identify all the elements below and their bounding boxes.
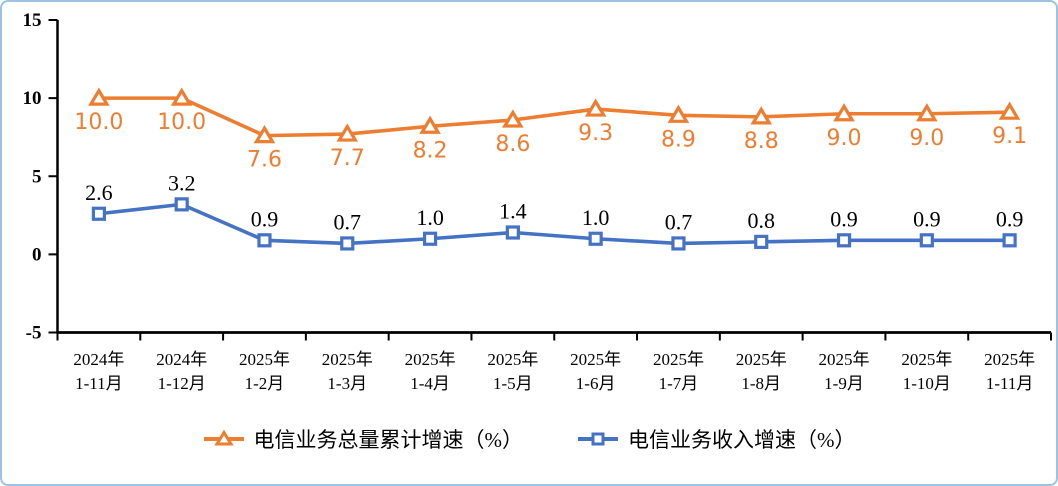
x-tick-label-line2: 1-3月 — [327, 374, 367, 393]
y-tick-label: 5 — [32, 166, 42, 187]
x-tick-label-line2: 1-7月 — [659, 374, 699, 393]
x-tick-label-line1: 2025年 — [322, 350, 373, 369]
x-tick-label-line2: 1-8月 — [741, 374, 781, 393]
x-tick-label-line1: 2025年 — [239, 350, 290, 369]
x-tick-label-line1: 2025年 — [487, 350, 538, 369]
data-label: 8.6 — [495, 132, 530, 157]
data-label: 0.7 — [665, 209, 693, 234]
data-label: 8.9 — [661, 127, 696, 152]
square-marker — [505, 225, 520, 240]
data-label: 10.0 — [74, 110, 123, 135]
data-label: 2.6 — [85, 180, 113, 205]
series-line-1 — [98, 202, 1010, 246]
triangle-marker — [667, 104, 690, 123]
square-marker — [257, 233, 272, 248]
x-tick-label-line2: 1-5月 — [493, 374, 533, 393]
triangle-marker — [502, 109, 524, 128]
x-tick-label-line2: 1-10月 — [903, 374, 951, 393]
x-tick-label-line2: 1-11月 — [986, 374, 1034, 393]
legend-item-total-volume-growth: 电信业务总量累计增速（%） — [203, 424, 524, 454]
triangle-marker — [833, 103, 855, 122]
y-tick-label: 15 — [23, 10, 42, 31]
legend-marker-triangle-icon — [203, 429, 245, 449]
x-tick-label-line1: 2025年 — [984, 350, 1035, 369]
x-tick-label-line1: 2025年 — [405, 350, 456, 369]
x-tick-label-line2: 1-9月 — [824, 374, 864, 393]
square-marker — [754, 234, 769, 249]
x-tick-label-line2: 1-2月 — [245, 374, 285, 393]
square-marker — [671, 236, 686, 251]
x-tick-label-line1: 2024年 — [156, 350, 207, 369]
x-tick-label-line1: 2024年 — [73, 350, 124, 369]
triangle-marker — [336, 123, 359, 142]
y-tick-label: -5 — [26, 323, 42, 344]
data-label: 9.0 — [909, 126, 944, 151]
x-tick-label-line2: 1-4月 — [410, 374, 450, 393]
triangle-marker — [419, 115, 441, 134]
legend-item-revenue-growth: 电信业务收入增速（%） — [577, 424, 856, 454]
legend-label-revenue-growth: 电信业务收入增速（%） — [628, 428, 856, 452]
x-tick-label-line1: 2025年 — [819, 350, 870, 369]
data-label: 10.0 — [157, 110, 206, 135]
triangle-marker — [916, 103, 938, 122]
data-label: 0.8 — [747, 208, 775, 233]
chart-legend: 电信业务总量累计增速（%） 电信业务收入增速（%） — [2, 424, 1056, 454]
x-tick-label-line2: 1-12月 — [158, 374, 206, 393]
data-label: 0.7 — [334, 209, 362, 234]
triangle-marker — [88, 87, 110, 106]
data-label: 1.0 — [416, 205, 444, 230]
square-marker — [91, 206, 106, 221]
square-marker — [836, 233, 852, 248]
data-label: 7.6 — [247, 148, 282, 173]
data-label: 3.2 — [168, 170, 196, 195]
x-tick-label-line1: 2025年 — [653, 350, 704, 369]
x-tick-label-line1: 2025年 — [570, 350, 621, 369]
legend-label-total-volume-growth: 电信业务总量累计增速（%） — [253, 428, 524, 452]
triangle-marker — [584, 98, 607, 117]
x-tick-label-line2: 1-6月 — [576, 374, 616, 393]
data-label: 8.8 — [744, 129, 779, 154]
square-marker — [588, 231, 603, 246]
x-tick-label-line1: 2025年 — [736, 350, 787, 369]
square-marker — [174, 197, 189, 212]
series-line-0 — [98, 96, 1010, 138]
y-tick-label: 0 — [32, 244, 42, 265]
square-marker — [1002, 233, 1017, 248]
legend-marker-square-icon — [577, 429, 619, 449]
triangle-marker — [170, 87, 193, 106]
data-label: 8.2 — [413, 138, 448, 163]
data-label: 9.3 — [578, 121, 613, 146]
triangle-marker — [750, 106, 773, 125]
y-tick-label: 10 — [23, 88, 42, 109]
data-label: 0.9 — [251, 206, 279, 231]
square-marker — [340, 236, 355, 251]
x-tick-label-line1: 2025年 — [901, 350, 952, 369]
square-marker — [919, 233, 934, 248]
data-label: 0.9 — [913, 206, 941, 231]
data-label: 1.0 — [582, 205, 610, 230]
triangle-marker — [998, 101, 1021, 120]
data-label: 9.0 — [827, 126, 862, 151]
data-label: 7.7 — [330, 146, 365, 171]
data-label: 9.1 — [992, 124, 1027, 149]
data-label: 1.4 — [499, 199, 527, 224]
x-tick-label-line2: 1-11月 — [75, 374, 123, 393]
data-label: 0.9 — [830, 206, 858, 231]
triangle-marker — [253, 124, 276, 144]
data-label: 0.9 — [996, 206, 1024, 231]
square-marker — [422, 231, 438, 246]
